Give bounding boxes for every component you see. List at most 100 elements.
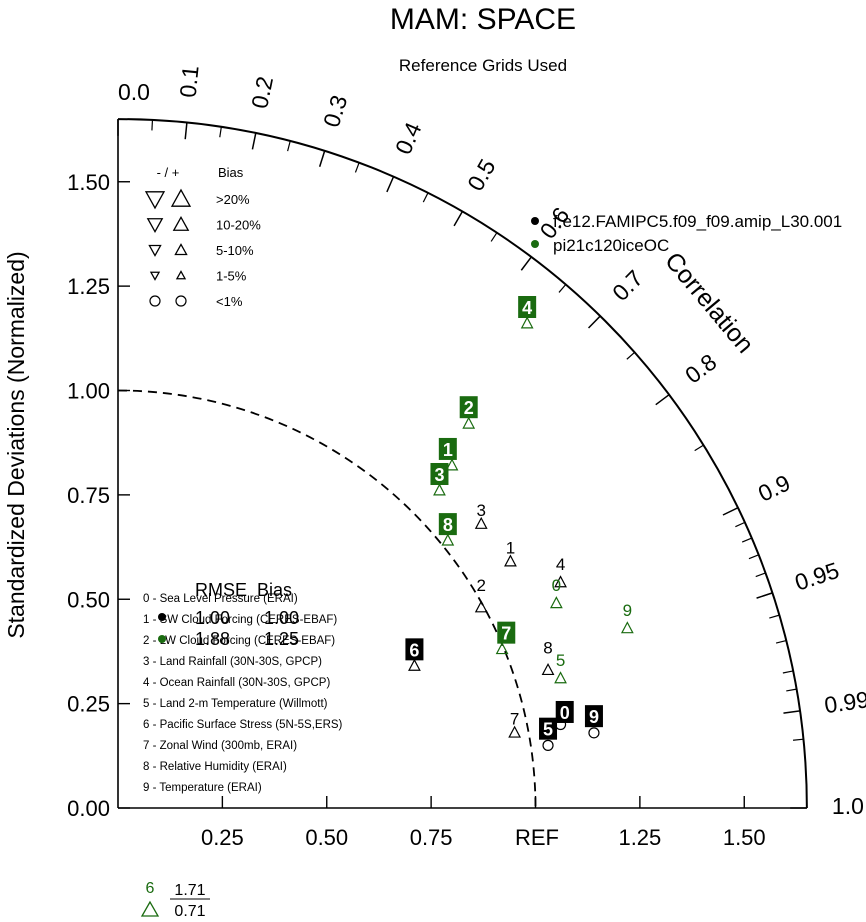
corr-tick-label: 0.1 [175,64,204,98]
point-box-label: 4 [522,298,532,318]
point-box [438,437,457,460]
variable-item: 2 - LW Cloud Forcing (CERES-EBAF) [143,635,335,647]
point-box-label: 1 [443,440,453,460]
corr-tick-label: 0.8 [680,349,721,389]
y-tick-label: 1.00 [67,379,110,404]
corr-tick-label: 1.0 [832,793,864,819]
variable-item: 7 - Zonal Wind (300mb, ERAI) [143,740,297,752]
corr-minor-tick [775,639,787,644]
variable-item: 4 - Ocean Rainfall (30N-30S, GPCP) [143,677,330,689]
variable-item: 0 - Sea Level Pressure (ERAI) [143,593,298,605]
variables-legend: 0 - Sea Level Pressure (ERAI) 1 - SW Clo… [143,593,343,794]
point-box [438,513,457,536]
corr-tick [318,150,326,168]
model-legend: f.e12.FAMIPC5.f09_f09.amip_L30.001 pi21c… [531,212,842,255]
corr-minor-tick [786,688,797,692]
corr-tick [453,211,464,227]
corr-minor-tick [694,444,704,452]
y-tick-label: 0.00 [67,796,110,821]
point-box [459,396,478,419]
x-tick-label: 0.25 [201,825,244,850]
outlier-label: 6 [146,880,155,897]
legend-down-triangle-icon [149,271,161,281]
bias-triangle-marker [504,554,517,567]
rmse-row-2-bias: 1.25 [264,629,299,649]
bias-triangle-marker [508,725,522,738]
bias-legend-bias-header: Bias [218,165,244,180]
legend-up-triangle-icon [172,215,190,231]
ref-label: REF [515,825,559,850]
y-tick-label: 1.25 [67,274,110,299]
bias-triangle-marker [620,621,634,634]
corr-minor-tick [755,572,766,578]
point-box-label: 7 [501,624,511,644]
corr-minor-tick [422,192,429,203]
variable-item: 5 - Land 2-m Temperature (Willmott) [143,698,328,710]
x-tick-label: 0.75 [410,825,453,850]
point-box-label: 6 [409,640,419,660]
bias-circle-marker [588,727,600,739]
legend-circle-icon [149,295,161,307]
rmse-row-1-rmse: 1.00 [195,608,230,628]
corr-tick-label: 0.7 [607,265,648,306]
bias-triangle-marker [445,458,459,471]
point-box [555,700,574,723]
x-tick-label: 1.25 [618,825,661,850]
point-box [518,296,537,318]
bias-triangle-marker [441,533,455,546]
y-tick-label: 0.75 [67,483,110,508]
outlier-value-bottom: 0.71 [174,903,205,920]
bias-circle-marker [542,739,554,751]
corr-minor-tick [769,614,780,619]
model-2-label: pi21c120iceOC [553,236,669,255]
outlier-marker [140,900,160,917]
corr-tick [587,315,601,329]
bias-triangle-marker [462,416,476,429]
bias-legend-label: 5-10% [216,243,254,258]
legend-up-triangle-icon [175,270,187,280]
variable-item: 9 - Temperature (ERAI) [143,782,262,794]
corr-tick-label: 0.95 [792,557,843,596]
legend-up-triangle-icon [170,188,192,207]
point-box-label: 8 [443,515,453,535]
outer-arc [117,118,808,809]
legend-circle-icon [175,295,187,307]
corr-minor-tick [792,738,804,741]
point-box [539,717,558,740]
point-label: 5 [556,651,565,670]
corr-tick [520,256,532,271]
corr-minor-tick [735,521,746,528]
point-box-label: 9 [589,707,599,727]
bias-triangle-marker [554,671,567,684]
bias-legend-label: <1% [216,294,243,309]
point-label: 0 [552,576,561,595]
corr-minor-tick [287,140,291,152]
bias-triangle-marker [474,600,488,613]
point-box [584,705,603,728]
legend-down-triangle-icon [144,191,166,210]
point-box [405,638,424,661]
corr-minor-tick [354,162,360,173]
variable-item: 8 - Relative Humidity (ERAI) [143,761,287,773]
point-label: 8 [543,639,552,658]
chart-subtitle: Reference Grids Used [399,56,567,75]
point-label: 3 [476,501,485,520]
bias-triangle-marker [474,516,488,529]
rmse-bias-header: RMSE Bias [195,580,292,600]
corr-tick [386,176,395,193]
rmse-bias-table: RMSE Bias 1.00 1.00 1.88 1.25 [158,580,299,649]
corr-minor-tick [741,537,753,543]
outlier-note: 6 1.71 0.71 [140,880,210,920]
point-box-label: 3 [434,465,444,485]
corr-tick [783,710,801,714]
bias-legend-label: >20% [216,192,250,207]
corr-tick-label: 0.9 [754,469,794,506]
y-tick-label: 1.50 [67,170,110,195]
bias-triangle-marker [495,642,509,655]
bias-triangle-marker [433,483,446,496]
point-box [497,621,516,644]
bias-triangle-marker [520,316,534,329]
model-2-marker [531,240,539,248]
corr-minor-tick [219,126,222,138]
bias-triangle-marker [554,575,567,588]
